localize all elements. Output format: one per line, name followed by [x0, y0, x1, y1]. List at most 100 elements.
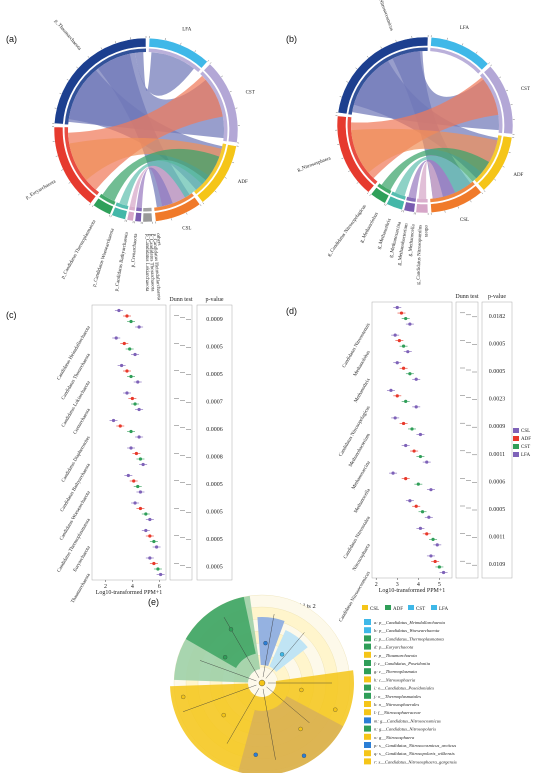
chord-outer-arc [386, 195, 405, 211]
data-point [125, 391, 129, 395]
x-tick-label: 2 [104, 584, 107, 590]
legend-swatch [513, 452, 519, 457]
legend-d: CSL ADF CST LFA [513, 428, 531, 458]
chord-tick [462, 43, 464, 46]
data-point [399, 311, 404, 315]
chord-ribbon [418, 161, 443, 199]
legend-swatch [513, 444, 519, 449]
plot-frame [371, 301, 453, 579]
chord-taxon-label: g_Candidatus Nitrosopumilus [416, 225, 423, 285]
legend-swatch [364, 709, 371, 716]
chord-tick [470, 200, 472, 203]
legend-item-label: h: c__Nitrososphaeria [374, 677, 416, 682]
chord-taxon-label: others [423, 225, 428, 237]
chord-inner-arc [347, 116, 378, 185]
clado-sector-inner [238, 696, 344, 773]
data-point [429, 554, 433, 558]
chord-tick [348, 170, 350, 172]
pvalue: 0.0005 [206, 509, 223, 515]
chord-taxon-label: g_Methanothrix [377, 217, 393, 249]
pvalue: 0.0005 [206, 344, 223, 350]
legend-item-label: n: g__Candidatus_Nitrosopolaris [374, 727, 436, 732]
clado-branch [223, 617, 260, 678]
chord-tick [506, 89, 509, 92]
category-label: Methanothrix [354, 377, 372, 404]
chord-group-label: CSL [460, 218, 469, 223]
data-point [129, 319, 133, 324]
chord-taxon-label: p_Thaumarchaeota [53, 19, 82, 52]
category-label: Candidatus Diapherotrites [61, 435, 92, 483]
pvalue-frame [481, 301, 513, 579]
chord-tick [202, 202, 205, 205]
chord-outer-arc [337, 36, 429, 115]
chord-tick [383, 203, 386, 206]
category-label: Euryarchaeota [73, 545, 92, 573]
clado-sector-thermo [185, 596, 256, 668]
legend-swatch [364, 676, 371, 683]
pvalue: 0.0005 [489, 507, 506, 513]
data-point [414, 405, 418, 409]
clado-node [222, 655, 228, 660]
chord-tick [366, 55, 369, 58]
category-label: Candidatus Woesearchaeota [59, 490, 92, 542]
chord-outer-arc [148, 37, 208, 69]
legend-item-label: k: o__Nitrososphaerales [374, 702, 419, 707]
legend-swatch [364, 725, 371, 732]
chord-outer-arc [477, 135, 513, 191]
chord-inner-arc [143, 207, 152, 212]
pvalue: 0.0005 [206, 564, 223, 570]
legend-swatch [364, 701, 371, 707]
chord-outer-arc [53, 126, 97, 204]
chord-tick [194, 50, 196, 53]
data-point [425, 460, 429, 464]
chord-ribbon [69, 137, 222, 181]
chord-outer-arc [415, 203, 429, 214]
chord-group-label: CST [246, 91, 255, 96]
chord-inner-arc [430, 181, 475, 203]
data-point [126, 473, 130, 478]
chord-ribbon [136, 167, 173, 208]
legend-swatch [364, 717, 371, 724]
chord-ribbon [381, 147, 490, 191]
chord-outer-arc [370, 186, 390, 204]
legend-swatch [385, 605, 391, 610]
x-tick-label: 6 [158, 584, 161, 590]
data-point [395, 305, 399, 310]
clado-node [299, 687, 304, 693]
chord-tick [483, 190, 486, 193]
data-point [125, 314, 129, 318]
data-point [420, 510, 425, 514]
chord-tick [488, 62, 490, 65]
chord-outer-arc [196, 144, 237, 203]
data-point [128, 347, 132, 351]
x-axis-label: Log10-transformed PPM+1 [96, 589, 163, 596]
plot-frame [91, 304, 167, 581]
chord-tick [91, 205, 94, 208]
data-point [408, 322, 412, 326]
legend-label: ADF [393, 607, 403, 612]
pvalue: 0.0009 [206, 317, 223, 323]
legend-swatch [364, 742, 371, 748]
pvalue: 0.0005 [489, 341, 506, 347]
data-point [148, 534, 152, 538]
dot-plot-d: Dunn test p-value Log10-transformed PPM+12… [339, 294, 513, 623]
chord-taxon-label: g_Methanocella [408, 223, 416, 256]
data-point [406, 350, 410, 354]
chord-tick [61, 169, 64, 171]
pvalue: 0.0005 [206, 537, 223, 543]
data-point [404, 316, 408, 321]
data-point [134, 451, 138, 456]
clado-node [221, 712, 226, 718]
legend-item-label: e: p__Thaumarchaeota [374, 653, 418, 658]
chord-tick [499, 76, 502, 79]
data-point [156, 567, 160, 571]
chord-inner-arc [136, 207, 142, 212]
data-point [118, 424, 122, 428]
legend-item-label: r: s__Candidatus_Nitrososphaera_gargensi… [374, 759, 457, 764]
category-label: Candidatus Thorarchaeota [61, 352, 92, 401]
clado-branch [262, 688, 276, 760]
chord-inner-arc [99, 193, 116, 206]
legend-swatch [364, 651, 371, 658]
chord-taxon-label: p_Candidatus Thorarchaeota [148, 234, 155, 292]
